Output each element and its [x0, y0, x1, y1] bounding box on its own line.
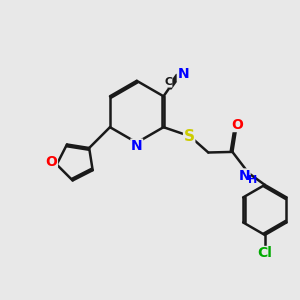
Text: Cl: Cl [257, 247, 272, 260]
Text: O: O [232, 118, 243, 131]
Text: H: H [248, 175, 258, 184]
Text: C: C [164, 77, 172, 87]
Text: S: S [184, 129, 195, 144]
Text: N: N [131, 139, 142, 153]
Text: N: N [177, 67, 189, 81]
Text: O: O [46, 155, 57, 169]
Text: N: N [238, 169, 250, 183]
